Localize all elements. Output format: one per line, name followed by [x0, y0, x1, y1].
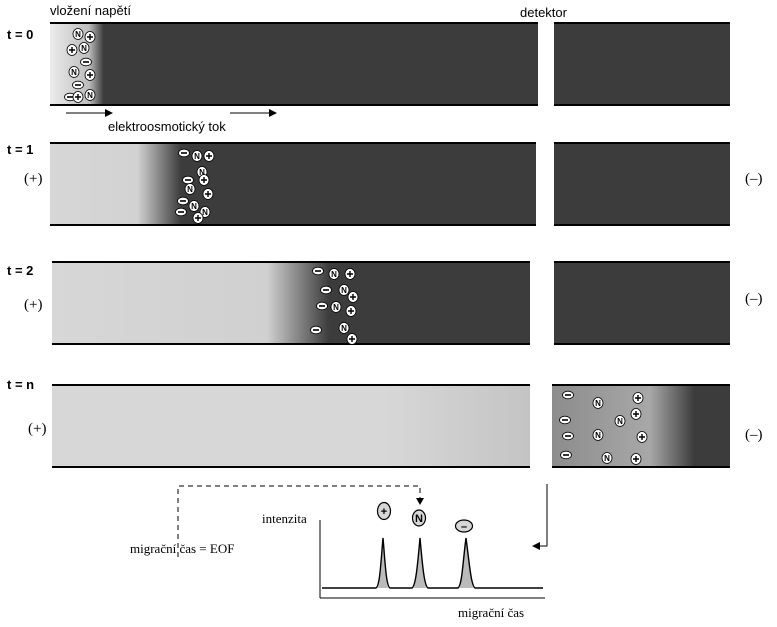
neutral-ion: N [68, 66, 80, 78]
anion-ion [559, 415, 571, 425]
anion-ion [562, 431, 574, 441]
svg-text:N: N [199, 168, 205, 177]
anion-ion [312, 266, 324, 276]
baseline-trace [322, 537, 543, 589]
svg-text:N: N [333, 303, 339, 312]
anode-label-1: (+) [24, 171, 43, 187]
neutral-ion: N [184, 183, 196, 195]
peak-symbol-text-2: – [461, 521, 467, 533]
anion-ion [80, 57, 92, 67]
neutral-ion: N [78, 42, 90, 54]
cation-ion [630, 453, 642, 465]
timestep-label-3: t = n [7, 377, 35, 392]
anion-ion [316, 301, 328, 311]
capillary-t0 [50, 22, 730, 106]
svg-text:N: N [202, 208, 208, 217]
neutral-ion: N [601, 452, 613, 464]
neutral-ion: N [328, 268, 340, 280]
svg-text:N: N [81, 44, 87, 53]
capillary-tn [52, 384, 730, 468]
cation-ion [630, 408, 642, 420]
anion-ion [562, 390, 574, 400]
cation-ion [84, 69, 96, 81]
cation-ion [203, 150, 215, 162]
svg-text:N: N [187, 185, 193, 194]
svg-text:N: N [595, 431, 601, 440]
cation-ion [344, 268, 356, 280]
cathode-label-3: (–) [745, 427, 763, 443]
svg-text:N: N [191, 202, 197, 211]
svg-text:N: N [604, 454, 610, 463]
neutral-ion: N [338, 322, 350, 334]
svg-text:N: N [617, 417, 623, 426]
intensity-axis-label: intenzita [262, 511, 307, 526]
cation-ion [198, 174, 210, 186]
peak-symbol-cation: + [376, 501, 392, 521]
cation-ion [347, 291, 359, 303]
cation-ion [346, 333, 358, 345]
cation-ion [632, 392, 644, 404]
peak-symbol-text-1: N [415, 513, 423, 525]
anode-label-3: (+) [28, 421, 47, 437]
anion-ion [182, 175, 194, 185]
detector-arrow [532, 484, 548, 550]
neutral-ion: N [72, 28, 84, 40]
svg-text:N: N [194, 152, 200, 161]
cation-ion [84, 31, 96, 43]
anion-ion [72, 80, 84, 90]
neutral-ion: N [592, 429, 604, 441]
peak-anion [460, 538, 473, 588]
cation-ion [202, 188, 214, 200]
cathode-label-1: (–) [745, 171, 763, 187]
cation-ion [66, 44, 78, 56]
migration-time-axis-label: migrační čas [458, 605, 525, 620]
neutral-ion: N [592, 397, 604, 409]
peak-symbol-neutral: N [411, 509, 427, 527]
anion-ion [177, 196, 189, 206]
peak-cation [378, 538, 388, 588]
anion-ion [560, 450, 572, 460]
peak-symbol-anion: – [454, 519, 474, 533]
anion-ion [178, 148, 190, 158]
neutral-ion: N [330, 301, 342, 313]
cation-ion [72, 91, 84, 103]
electropherogram: + N – [319, 501, 545, 599]
anode-label-2: (+) [24, 297, 43, 313]
anion-ion [310, 325, 322, 335]
neutral-ion: N [188, 200, 200, 212]
svg-text:N: N [331, 270, 337, 279]
timestep-label-2: t = 2 [7, 263, 34, 278]
anion-ion [320, 285, 332, 295]
svg-text:N: N [71, 68, 77, 77]
capillary-t1 [50, 142, 730, 226]
svg-text:N: N [75, 30, 81, 39]
svg-text:N: N [87, 91, 93, 100]
voltage-label: vložení napětí [50, 3, 131, 18]
neutral-ion: N [338, 284, 350, 296]
cation-ion [636, 431, 648, 443]
cation-ion [345, 305, 357, 317]
capillary-t2 [52, 261, 730, 345]
cation-ion [192, 212, 204, 224]
peak-symbol-text-0: + [381, 506, 387, 518]
neutral-ion: N [84, 89, 96, 101]
peak-neutral [414, 538, 426, 588]
svg-text:N: N [341, 324, 347, 333]
eof-dashed-arrow [177, 485, 424, 557]
anion-ion [175, 207, 187, 217]
detector-label: detektor [520, 5, 567, 20]
timestep-label-0: t = 0 [7, 27, 34, 42]
svg-text:N: N [341, 286, 347, 295]
neutral-ion: N [614, 415, 626, 427]
svg-text:N: N [595, 399, 601, 408]
timestep-label-1: t = 1 [7, 142, 34, 157]
neutral-ion: N [191, 150, 203, 162]
migration-time-eof-label: migrační čas = EOF [130, 541, 235, 556]
cathode-label-2: (–) [745, 291, 763, 307]
eof-flow-label: elektroosmotický tok [108, 119, 226, 134]
